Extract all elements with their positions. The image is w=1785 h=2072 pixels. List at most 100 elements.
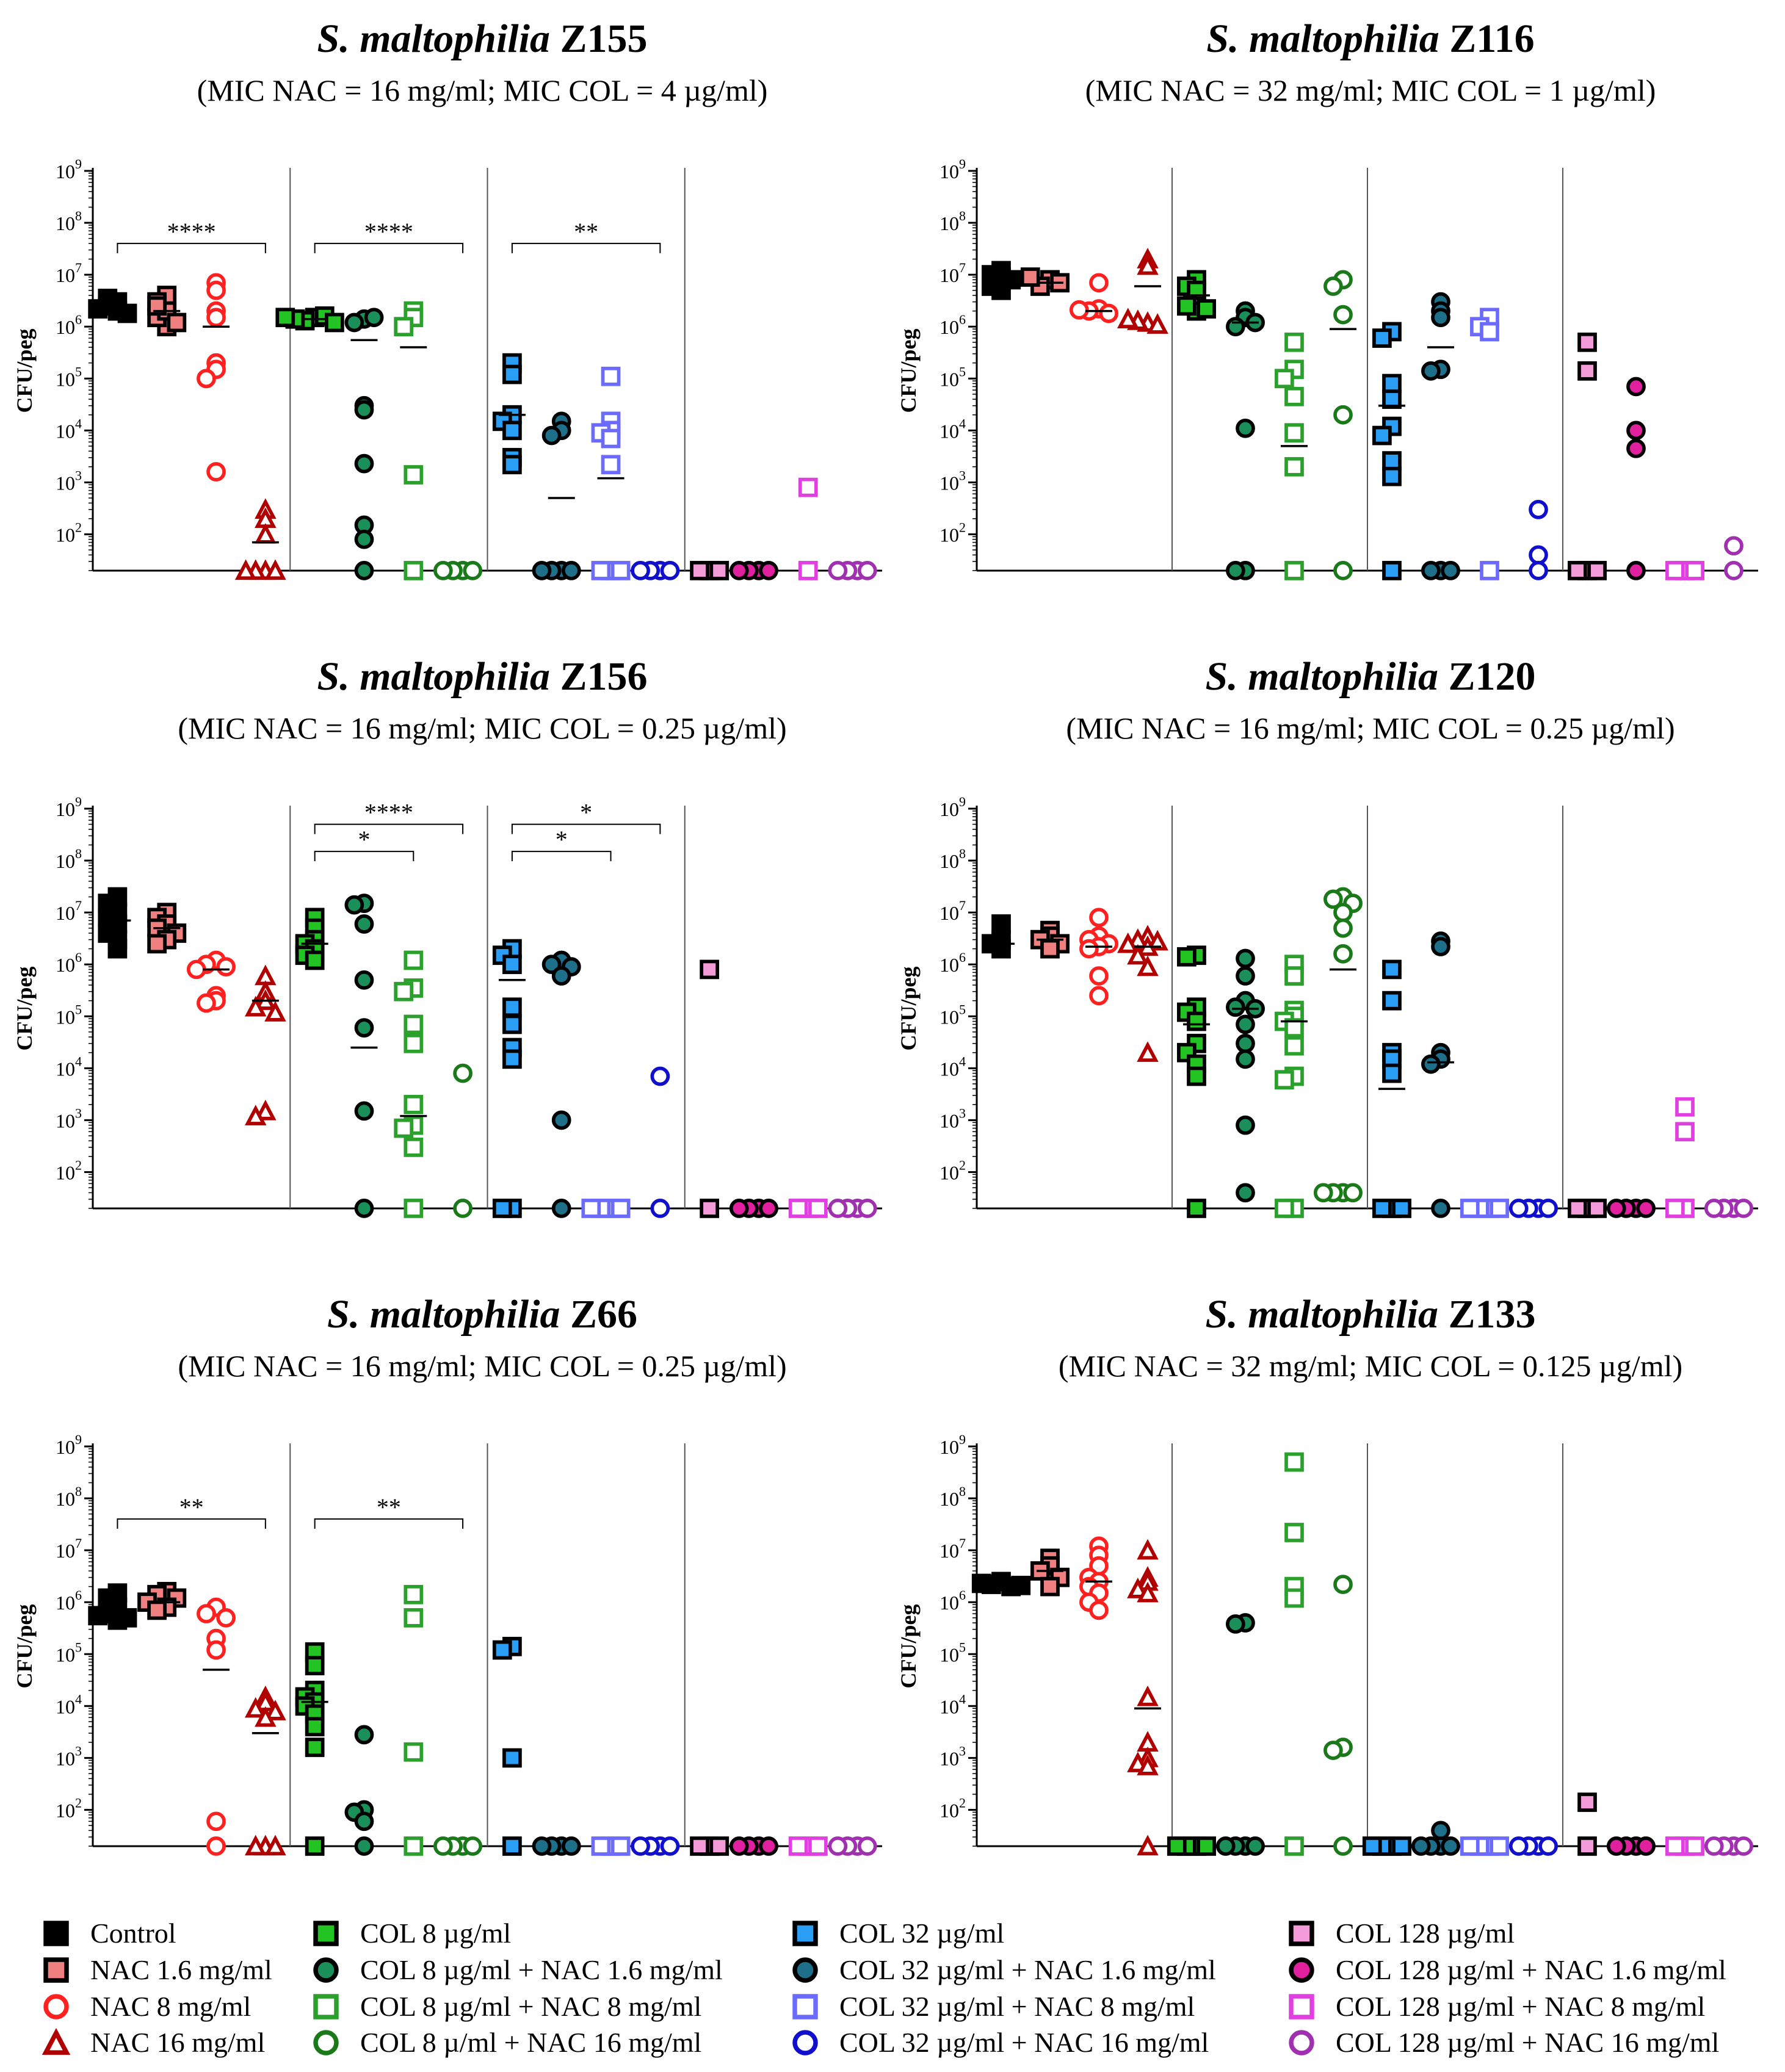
data-point (1382, 561, 1402, 580)
group-4 (1177, 270, 1216, 321)
group-11 (650, 1066, 670, 1218)
y-tick-base: 10 (940, 1695, 959, 1717)
data-point (1480, 561, 1499, 580)
data-point (206, 1640, 226, 1660)
data-point (344, 312, 364, 333)
y-tick-label: 108 (940, 846, 966, 872)
y-tick-base: 10 (56, 954, 75, 976)
data-point (502, 955, 522, 975)
data-point (1490, 1199, 1509, 1218)
panel-title-strain: Z156 (560, 654, 647, 699)
y-tick-exponent: 2 (959, 1795, 966, 1810)
data-point (1734, 1836, 1753, 1856)
y-tick-base: 10 (56, 1006, 75, 1028)
legend-item: COL 32 µg/ml (792, 1918, 1004, 1949)
data-point (117, 303, 137, 323)
group-10 (1470, 308, 1499, 580)
data-point (1284, 332, 1304, 352)
group-8 (492, 1636, 522, 1856)
panel-title-species: S. maltophilia (1206, 16, 1449, 61)
legend-marker (1289, 1957, 1314, 1983)
data-point (1508, 1199, 1529, 1218)
legend-item: COL 128 µg/ml + NAC 1.6 mg/ml (1289, 1954, 1726, 1985)
y-tick-label: 106 (940, 312, 966, 338)
y-tick-label: 104 (56, 416, 82, 442)
y-tick-label: 107 (56, 1536, 82, 1562)
y-tick-label: 106 (940, 1587, 966, 1614)
y-tick-label: 103 (56, 467, 82, 494)
data-point (1275, 1070, 1294, 1090)
data-point (1197, 1836, 1216, 1856)
panel-title-strain: Z116 (1449, 16, 1534, 61)
group-5 (1215, 1613, 1265, 1856)
data-point (1333, 561, 1353, 580)
y-tick-label: 104 (56, 1691, 82, 1717)
data-point (1146, 313, 1168, 334)
y-tick-base: 10 (56, 264, 75, 286)
data-point (610, 561, 631, 580)
data-point (1236, 966, 1255, 986)
significance-label: * (358, 826, 370, 853)
group-2 (197, 1597, 236, 1856)
data-point (404, 465, 424, 485)
group-1 (137, 1581, 187, 1620)
group-10 (1460, 1836, 1509, 1856)
y-tick-label: 108 (56, 846, 82, 872)
significance-bracket: * (511, 799, 661, 834)
data-point (1431, 1821, 1450, 1841)
data-point (610, 1836, 631, 1856)
data-point (1508, 1836, 1529, 1856)
group-2 (197, 273, 230, 482)
panel-title-strain: Z66 (570, 1292, 637, 1337)
y-tick-base: 10 (940, 472, 959, 494)
data-point (650, 1066, 670, 1086)
data-point (857, 1836, 877, 1856)
legend-item: NAC 1.6 mg/ml (43, 1954, 272, 1985)
data-point (305, 1717, 325, 1737)
y-tick-exponent: 4 (75, 1053, 82, 1069)
data-point (1333, 1575, 1353, 1594)
data-point (1665, 1836, 1685, 1856)
group-1 (1020, 267, 1070, 296)
group-6 (394, 950, 427, 1218)
bracket-line (314, 851, 415, 862)
legend-label: COL 32 µg/ml (839, 1918, 1004, 1949)
data-point (197, 1604, 216, 1623)
data-point (798, 477, 818, 497)
y-tick-exponent: 6 (75, 950, 82, 965)
group-7 (1313, 887, 1363, 1203)
data-point (759, 1836, 778, 1856)
data-point (709, 561, 730, 580)
y-tick-exponent: 9 (959, 1432, 966, 1447)
data-point (1137, 1835, 1159, 1856)
data-point (1480, 322, 1499, 342)
y-tick-base: 10 (940, 420, 959, 442)
data-point (1236, 1183, 1255, 1203)
y-tick-exponent: 3 (75, 1105, 82, 1121)
y-tick-base: 10 (940, 1747, 959, 1769)
legend-label: COL 128 µg/ml (1336, 1918, 1515, 1949)
group-15 (1704, 1199, 1753, 1218)
y-tick-exponent: 2 (75, 1157, 82, 1172)
group-12 (690, 561, 730, 580)
data-point (1606, 1199, 1626, 1218)
data-point (1284, 386, 1304, 406)
y-tick-label: 109 (940, 794, 966, 820)
data-point (502, 1049, 522, 1069)
data-point (1568, 1199, 1587, 1218)
data-point (1137, 1539, 1159, 1560)
y-tick-label: 102 (940, 1795, 966, 1821)
legend-item: COL 8 µg/ml + NAC 8 mg/ml (313, 1991, 701, 2022)
group-12 (700, 959, 720, 1218)
data-point (305, 1656, 325, 1675)
data-point (1236, 1014, 1255, 1034)
data-point (354, 1199, 374, 1218)
legend-label: Control (90, 1918, 176, 1949)
legend-label: COL 8 µg/ml (360, 1918, 511, 1949)
legend-item: COL 32 µg/ml + NAC 1.6 mg/ml (792, 1954, 1216, 1985)
data-point (394, 1118, 414, 1138)
significance-label: * (556, 826, 568, 853)
data-point (828, 1836, 848, 1856)
significance-bracket: * (511, 826, 612, 862)
